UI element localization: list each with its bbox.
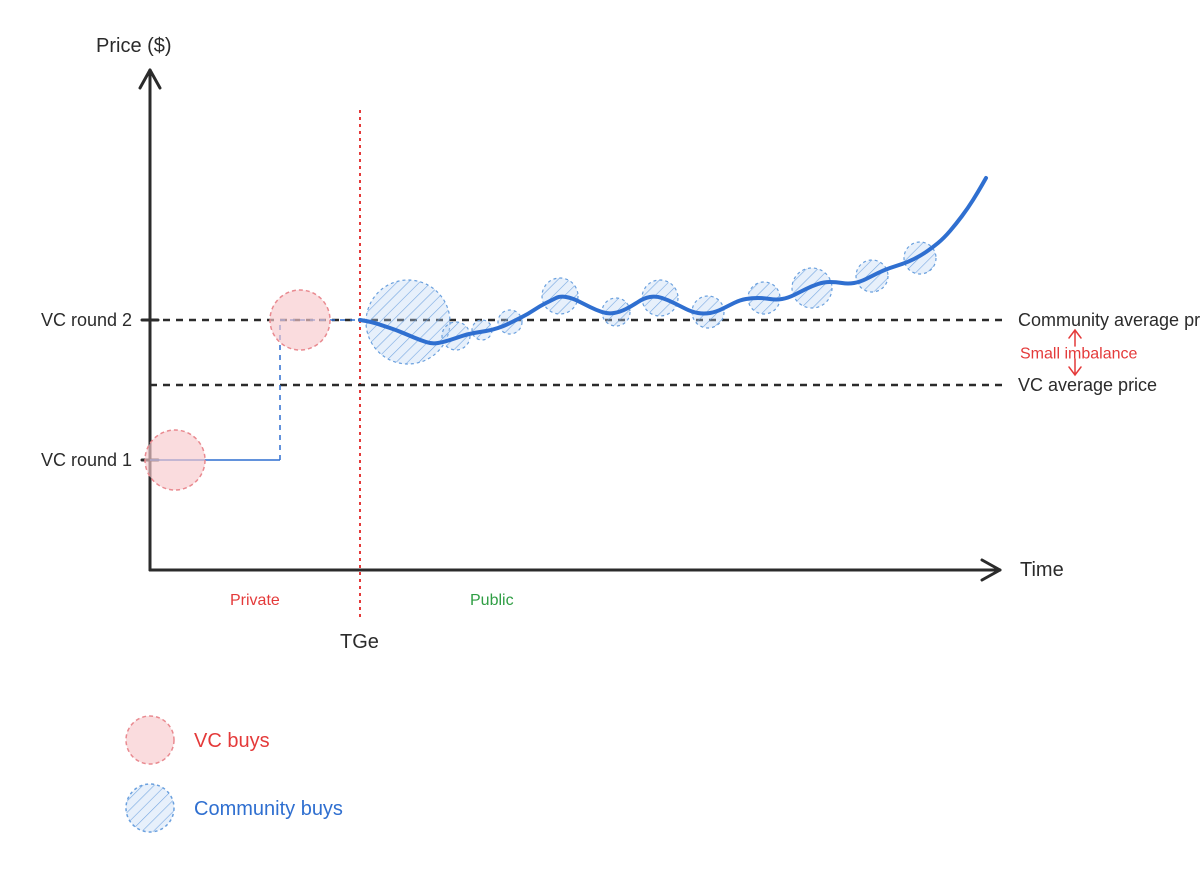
public-phase-label: Public	[470, 592, 514, 609]
x-axis: Time	[150, 559, 1064, 581]
legend-vc-swatch	[126, 716, 174, 764]
community-buy-bubble	[366, 280, 450, 364]
legend: VC buys Community buys	[126, 716, 343, 832]
y-axis: Price ($)	[96, 35, 172, 570]
y-tick-label: VC round 2	[41, 310, 132, 330]
vc-avg-label: VC average price	[1018, 375, 1157, 395]
price-series-line	[360, 178, 986, 343]
y-axis-ticks: VC round 1 VC round 2	[41, 310, 158, 470]
tge-label: TGe	[340, 631, 379, 653]
y-tick-label: VC round 1	[41, 450, 132, 470]
x-axis-label: Time	[1020, 559, 1064, 581]
community-avg-label: Community average price	[1018, 310, 1200, 330]
community-buy-bubbles	[366, 242, 936, 364]
legend-vc-label: VC buys	[194, 730, 270, 752]
vc-buy-bubble	[145, 430, 205, 490]
price-time-chart: Price ($) Time VC round 1VC round 2 TGe …	[0, 0, 1200, 871]
private-phase-label: Private	[230, 592, 280, 609]
svg-text:Small imbalance: Small imbalance	[1020, 346, 1137, 363]
small-imbalance-annotation: Small imbalance	[1020, 330, 1137, 375]
legend-community-swatch	[126, 784, 174, 832]
y-axis-label: Price ($)	[96, 35, 172, 57]
vc-buy-bubble	[270, 290, 330, 350]
legend-community-label: Community buys	[194, 798, 343, 820]
